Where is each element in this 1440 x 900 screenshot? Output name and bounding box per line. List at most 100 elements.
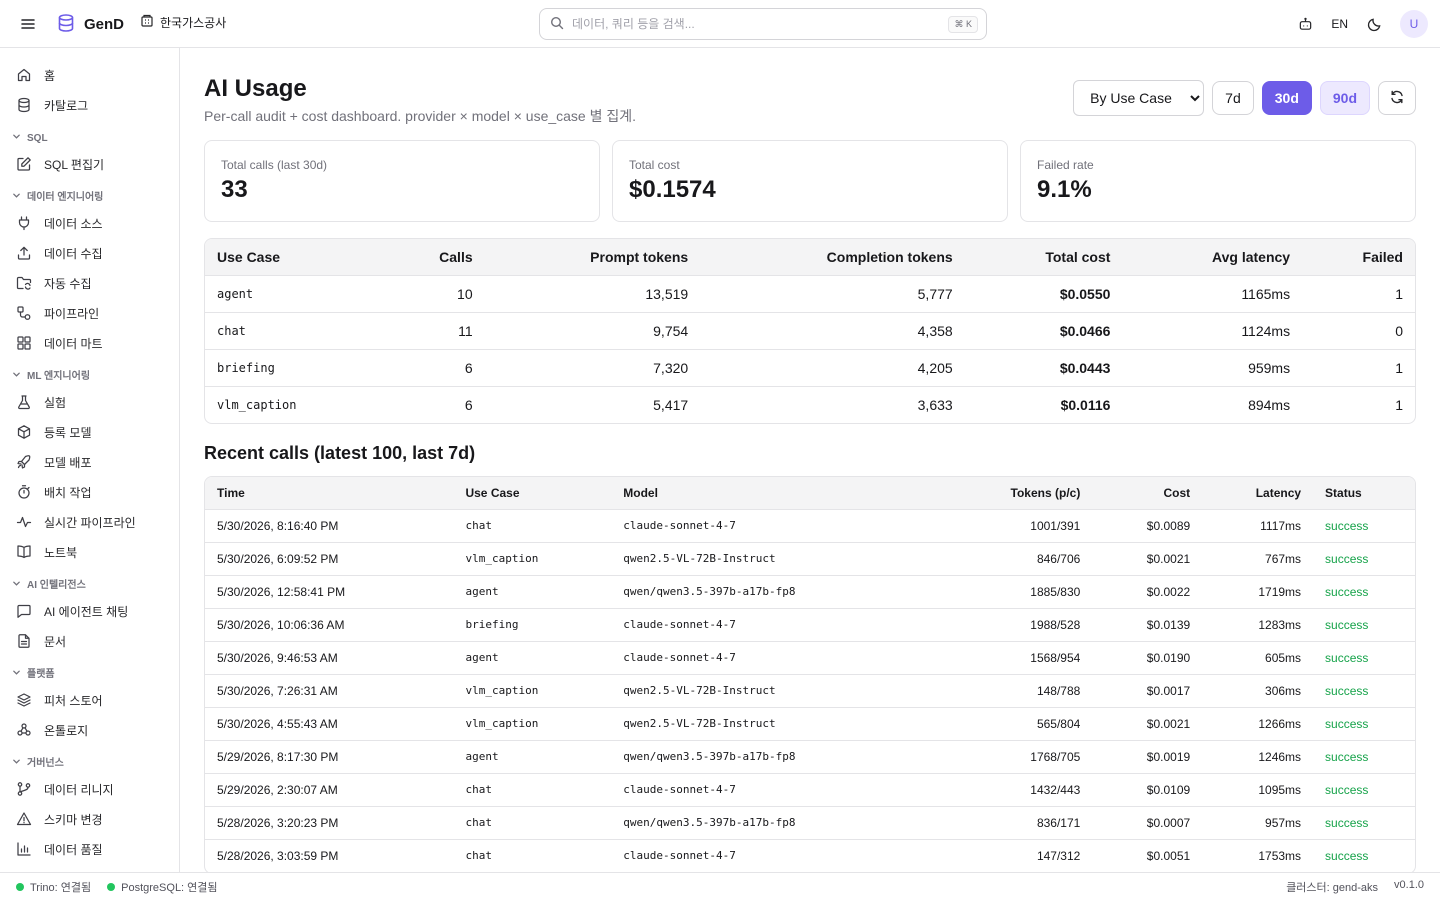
flask-icon	[16, 394, 32, 410]
range-30d-button[interactable]: 30d	[1261, 81, 1312, 115]
table-cell: 1246ms	[1202, 740, 1314, 774]
table-cell: vlm_caption	[453, 707, 612, 741]
sidebar-item-message[interactable]: AI 에이전트 채팅	[0, 596, 179, 626]
sidebar-item-database[interactable]: 카탈로그	[0, 90, 179, 120]
table-row[interactable]: 5/30/2026, 8:16:40 PM chat claude-sonnet-4…	[205, 509, 1415, 543]
table-cell: 5/30/2026, 12:58:41 PM	[205, 575, 454, 609]
sidebar-item-file-text[interactable]: 문서	[0, 626, 179, 656]
org-selector[interactable]: 한국가스공사	[140, 14, 226, 31]
table-cell: $0.0190	[1092, 641, 1203, 675]
brand-name: GenD	[84, 15, 125, 33]
sidebar-section-header[interactable]: SQL	[0, 120, 179, 149]
sidebar-item-label: 데이터 품질	[44, 842, 103, 857]
table-cell: $0.0550	[964, 275, 1123, 313]
sidebar-item-folder-sync[interactable]: 자동 수집	[0, 268, 179, 298]
table-cell: 565/804	[872, 707, 1093, 741]
page-subtitle: Per-call audit + cost dashboard. provide…	[204, 108, 637, 124]
table-row[interactable]: agent 10 13,519 5,777 $0.0550 1165ms 1	[205, 275, 1415, 313]
table-cell: 1568/954	[872, 641, 1093, 675]
sidebar-section-title: AI 인텔리전스	[27, 580, 86, 591]
version-label: v0.1.0	[1394, 878, 1424, 891]
sidebar-item-flask[interactable]: 실험	[0, 387, 179, 417]
menu-icon[interactable]	[16, 12, 40, 36]
sidebar-item-edit[interactable]: SQL 편집기	[0, 149, 179, 179]
range-90d-button[interactable]: 90d	[1319, 81, 1370, 115]
database-icon	[16, 97, 32, 113]
column-header: Use Case	[453, 477, 612, 510]
table-cell: 957ms	[1202, 806, 1314, 840]
range-7d-button[interactable]: 7d	[1212, 81, 1254, 115]
sidebar-item-plug[interactable]: 데이터 소스	[0, 208, 179, 238]
sidebar-item-label: AI 에이전트 채팅	[44, 604, 129, 619]
moon-icon[interactable]	[1362, 12, 1386, 36]
sidebar-item-label: 온톨로지	[44, 723, 89, 738]
table-row[interactable]: 5/30/2026, 7:26:31 AM vlm_caption qwen2.5-…	[205, 674, 1415, 708]
sidebar-item-bar-chart[interactable]: 데이터 품질	[0, 834, 179, 864]
sidebar-item-git-branch[interactable]: 데이터 리니지	[0, 774, 179, 804]
sidebar-item-book[interactable]: 노트북	[0, 537, 179, 567]
table-row[interactable]: briefing 6 7,320 4,205 $0.0443 959ms 1	[205, 349, 1415, 387]
language-toggle[interactable]: EN	[1331, 17, 1348, 31]
sidebar-item-alert-triangle[interactable]: 스키마 변경	[0, 804, 179, 834]
sidebar-section-header[interactable]: ML 엔지니어링	[0, 358, 179, 387]
sidebar-item-layers[interactable]: 피처 스토어	[0, 685, 179, 715]
sidebar-section-header[interactable]: 데이터 엔지니어링	[0, 179, 179, 208]
table-cell: 836/171	[872, 806, 1093, 840]
table-row[interactable]: 5/28/2026, 3:03:59 PM chat claude-sonnet-4…	[205, 839, 1415, 872]
sidebar-item-grid[interactable]: 데이터 마트	[0, 328, 179, 358]
table-row[interactable]: 5/30/2026, 6:09:52 PM vlm_caption qwen2.5-…	[205, 542, 1415, 576]
sidebar-item-activity[interactable]: 실시간 파이프라인	[0, 507, 179, 537]
table-cell: 1753ms	[1202, 839, 1314, 872]
sidebar-item-network[interactable]: 온톨로지	[0, 715, 179, 745]
table-row[interactable]: 5/28/2026, 3:20:23 PM chat qwen/qwen3.5-39…	[205, 806, 1415, 840]
table-row[interactable]: 5/30/2026, 9:46:53 AM agent claude-sonnet-…	[205, 641, 1415, 675]
sidebar-item-label: 데이터 리니지	[44, 782, 114, 797]
table-cell: agent	[453, 575, 612, 609]
table-row[interactable]: 5/29/2026, 2:30:07 AM chat claude-sonnet-4…	[205, 773, 1415, 807]
brand[interactable]: GenD	[56, 12, 124, 36]
table-row[interactable]: chat 11 9,754 4,358 $0.0466 1124ms 0	[205, 312, 1415, 350]
sidebar-item-upload[interactable]: 데이터 수집	[0, 238, 179, 268]
sidebar-section-header[interactable]: 거버넌스	[0, 745, 179, 774]
postgres-status: PostgreSQL: 연결됨	[107, 879, 218, 895]
stat-card-total-cost: Total cost $0.1574	[612, 140, 1008, 222]
recent-table-wrapper: Time Use Case Model Tokens (p/c) Cost Latency…	[204, 476, 1416, 872]
group-by-select[interactable]: By Use CaseBy ProviderBy Model	[1073, 80, 1205, 116]
status-badge: success	[1313, 608, 1415, 642]
sidebar-item-timer[interactable]: 배치 작업	[0, 477, 179, 507]
avatar[interactable]: U	[1400, 10, 1428, 38]
table-cell: $0.0466	[964, 312, 1123, 350]
status-badge: success	[1313, 707, 1415, 741]
search-input[interactable]	[572, 17, 949, 31]
table-cell: 1988/528	[872, 608, 1093, 642]
refresh-button[interactable]	[1378, 81, 1416, 115]
table-row[interactable]: 5/30/2026, 4:55:43 AM vlm_caption qwen2.5-…	[205, 707, 1415, 741]
global-search[interactable]: ⌘ K	[539, 8, 987, 40]
status-badge: success	[1313, 839, 1415, 872]
sidebar-item-label: 데이터 수집	[44, 246, 103, 261]
sidebar-section-header[interactable]: AI 인텔리전스	[0, 567, 179, 596]
stat-card-total-calls: Total calls (last 30d) 33	[204, 140, 600, 222]
table-cell: qwen/qwen3.5-397b-a17b-fp8	[611, 575, 873, 609]
sidebar-item-home[interactable]: 홈	[0, 60, 179, 90]
table-row[interactable]: 5/30/2026, 10:06:36 AM briefing claude-son…	[205, 608, 1415, 642]
table-cell: chat	[205, 312, 385, 350]
sidebar-item-workflow[interactable]: 파이프라인	[0, 298, 179, 328]
column-header: Cost	[1092, 477, 1203, 510]
table-cell: 9,754	[484, 312, 701, 350]
status-badge: success	[1313, 509, 1415, 543]
sidebar-section-header[interactable]: 플랫폼	[0, 656, 179, 685]
table-row[interactable]: vlm_caption 6 5,417 3,633 $0.0116 894ms 1	[205, 386, 1415, 423]
table-cell: briefing	[453, 608, 612, 642]
table-cell: $0.0089	[1092, 509, 1203, 543]
sidebar-item-package[interactable]: 등록 모델	[0, 417, 179, 447]
table-row[interactable]: 5/29/2026, 8:17:30 PM agent qwen/qwen3.5-3…	[205, 740, 1415, 774]
package-icon	[16, 424, 32, 440]
trino-status-label: Trino: 연결됨	[30, 881, 92, 894]
sidebar-item-label: 문서	[44, 634, 67, 649]
bot-icon[interactable]	[1293, 12, 1317, 36]
status-badge: success	[1313, 674, 1415, 708]
sidebar-item-rocket[interactable]: 모델 배포	[0, 447, 179, 477]
table-row[interactable]: 5/30/2026, 12:58:41 PM agent qwen/qwen3.5-…	[205, 575, 1415, 609]
table-cell: 11	[384, 312, 485, 350]
